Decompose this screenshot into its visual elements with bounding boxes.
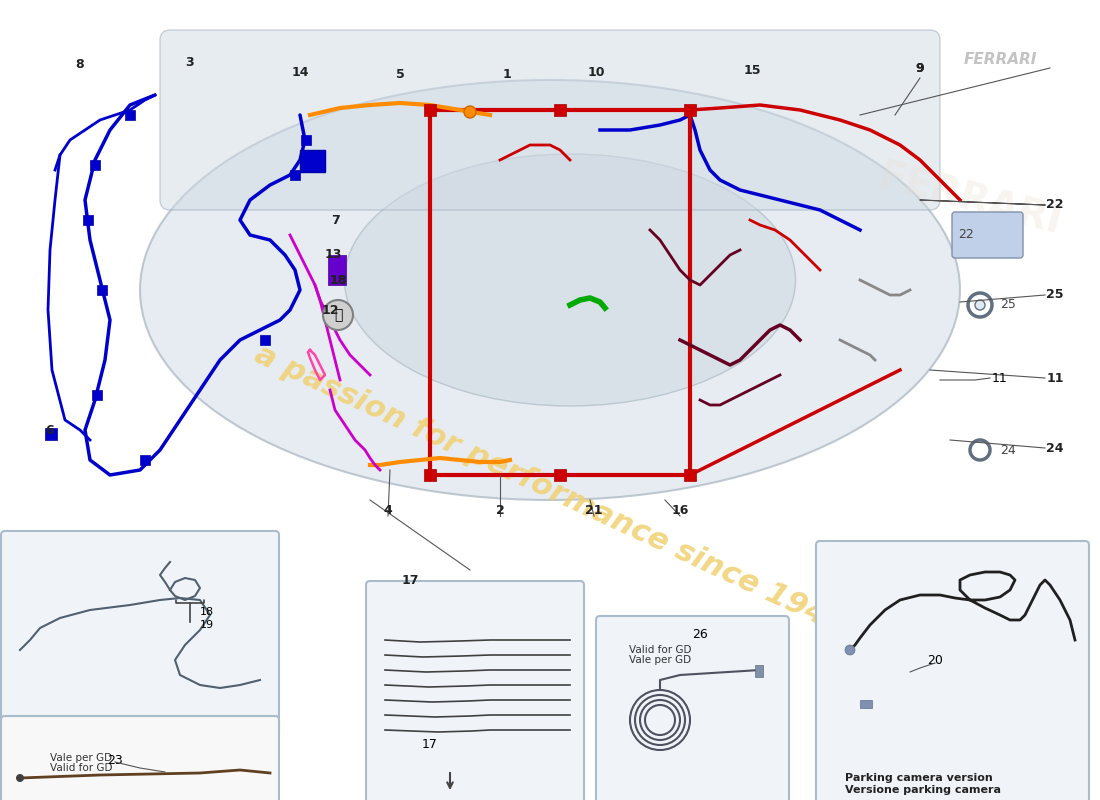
Bar (260, 335, 270, 345)
Text: 18: 18 (329, 274, 346, 286)
Ellipse shape (140, 80, 960, 500)
Bar (424, 104, 436, 116)
Text: 25: 25 (1046, 289, 1064, 302)
Circle shape (845, 645, 855, 655)
Text: 🔑: 🔑 (333, 308, 342, 322)
Text: 22: 22 (958, 229, 974, 242)
Text: 21: 21 (585, 503, 603, 517)
Bar (92, 390, 102, 400)
Text: 22: 22 (1046, 198, 1064, 211)
Bar (97, 285, 107, 295)
Bar (301, 135, 311, 145)
Bar (755, 665, 763, 677)
Bar (45, 428, 57, 440)
Bar (140, 455, 150, 465)
Text: 24: 24 (1000, 443, 1015, 457)
Text: 6: 6 (46, 423, 54, 437)
Bar (290, 170, 300, 180)
FancyBboxPatch shape (596, 616, 789, 800)
Text: 3: 3 (186, 55, 195, 69)
Text: 23: 23 (107, 754, 123, 766)
Text: FERRARI: FERRARI (874, 158, 1066, 242)
Text: 25: 25 (1000, 298, 1016, 311)
Text: Vale per GD: Vale per GD (50, 753, 112, 763)
Text: 17: 17 (402, 574, 419, 586)
Text: 9: 9 (915, 62, 924, 74)
Text: 26: 26 (692, 629, 708, 642)
Text: 8: 8 (76, 58, 85, 71)
FancyBboxPatch shape (160, 30, 940, 210)
FancyBboxPatch shape (952, 212, 1023, 258)
Bar (554, 104, 566, 116)
Bar (82, 215, 94, 225)
Text: 13: 13 (324, 249, 342, 262)
Bar (860, 700, 872, 708)
Text: a passion for performance since 1947: a passion for performance since 1947 (250, 340, 850, 640)
Text: 5: 5 (396, 69, 405, 82)
Text: 4: 4 (384, 503, 393, 517)
Text: 24: 24 (1046, 442, 1064, 454)
Text: Parking camera version: Parking camera version (845, 773, 992, 783)
Bar (328, 255, 346, 285)
Text: 10: 10 (587, 66, 605, 78)
Bar (684, 469, 696, 481)
Circle shape (464, 106, 476, 118)
Bar (300, 150, 324, 172)
Text: 20: 20 (927, 654, 943, 666)
Text: FERRARI: FERRARI (964, 53, 1036, 67)
Bar (684, 104, 696, 116)
Text: 1: 1 (503, 69, 512, 82)
Text: 15: 15 (744, 63, 761, 77)
FancyBboxPatch shape (366, 581, 584, 800)
Text: Versione parking camera: Versione parking camera (845, 785, 1001, 795)
FancyBboxPatch shape (1, 716, 279, 800)
Text: 14: 14 (292, 66, 309, 78)
Circle shape (16, 774, 24, 782)
FancyBboxPatch shape (1, 531, 279, 734)
Text: Valid for GD: Valid for GD (50, 763, 112, 773)
FancyBboxPatch shape (816, 541, 1089, 800)
Text: 18: 18 (329, 274, 346, 286)
Text: 16: 16 (671, 503, 689, 517)
Text: 17: 17 (422, 738, 438, 751)
Text: 9: 9 (915, 62, 924, 74)
Text: 12: 12 (321, 303, 339, 317)
Bar (125, 110, 135, 120)
Text: 11: 11 (992, 371, 1008, 385)
Text: 7: 7 (331, 214, 340, 226)
Text: 2: 2 (496, 503, 505, 517)
Circle shape (975, 300, 984, 310)
Text: Valid for GD: Valid for GD (629, 645, 691, 655)
Circle shape (323, 300, 353, 330)
Ellipse shape (344, 154, 795, 406)
Text: 19: 19 (200, 620, 214, 630)
Text: Vale per GD: Vale per GD (629, 655, 691, 665)
Text: 11: 11 (1046, 371, 1064, 385)
Bar (554, 469, 566, 481)
Bar (424, 469, 436, 481)
Bar (90, 160, 100, 170)
Text: 18: 18 (200, 607, 214, 617)
